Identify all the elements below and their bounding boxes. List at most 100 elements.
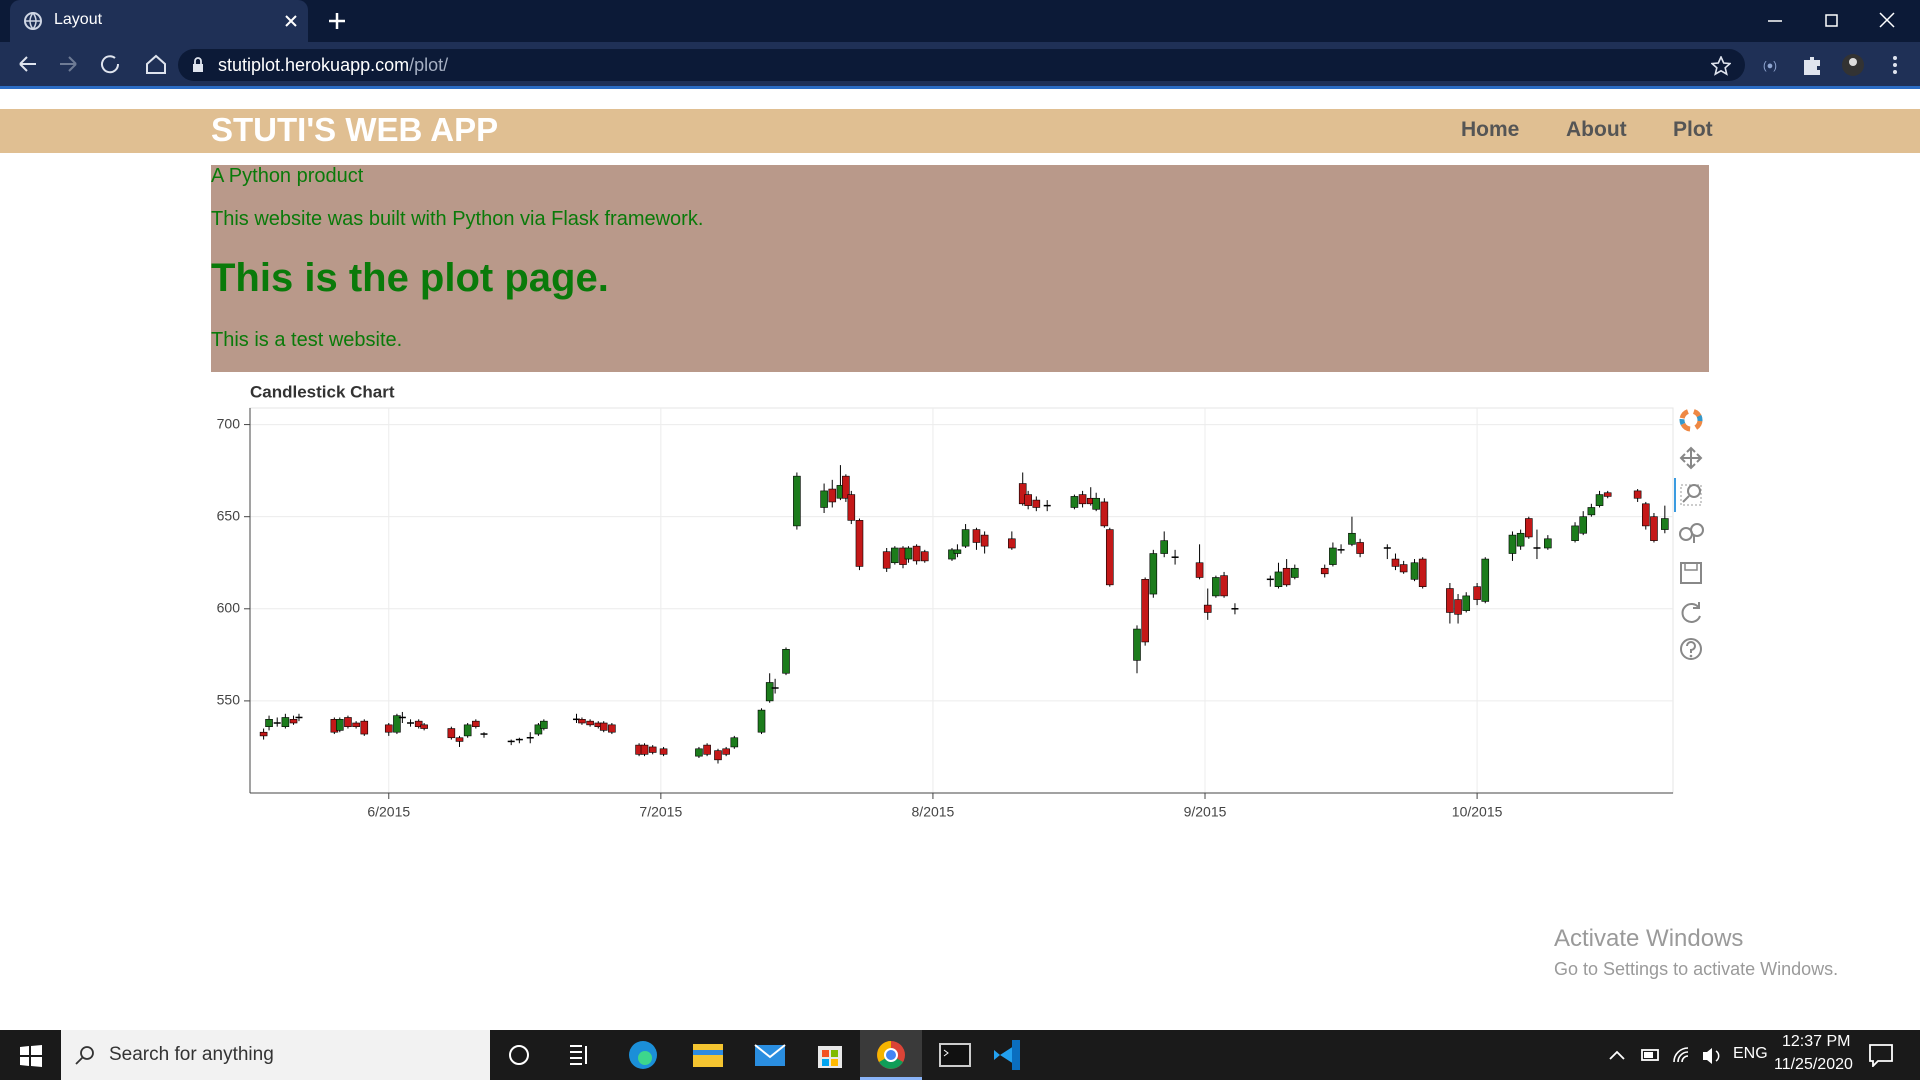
box-zoom-tool[interactable] (1680, 484, 1702, 506)
candle-body (904, 547, 913, 560)
candle-body (920, 551, 929, 562)
candle-body (1105, 529, 1114, 586)
language[interactable]: ENG (1733, 1045, 1768, 1062)
candle-body (855, 520, 864, 567)
system-tray[interactable] (1608, 1042, 1728, 1068)
candle-body (1018, 483, 1027, 505)
candle-body (842, 475, 850, 499)
candle-body (463, 724, 472, 737)
brand: STUTI'S WEB APP (211, 111, 499, 148)
clock-date[interactable]: 11/25/2020 (1774, 1056, 1853, 1073)
watermark-subtitle: Go to Settings to activate Windows. (1554, 959, 1839, 979)
address-row: stutiplot.herokuapp.com/plot/ (●) (0, 42, 1920, 89)
candle-body (515, 738, 523, 741)
url: stutiplot.herokuapp.com/plot/ (218, 55, 448, 76)
pan-tool[interactable] (1679, 446, 1703, 470)
candle-body (1587, 507, 1596, 516)
candle-body (1070, 496, 1079, 508)
omnibox[interactable]: stutiplot.herokuapp.com/plot/ (178, 49, 1745, 81)
tagline: A Python product (211, 165, 364, 187)
candle-body (352, 722, 360, 727)
candle-body (1508, 534, 1517, 554)
candle-body (526, 736, 534, 739)
candle-body (540, 720, 548, 729)
candle-body (1212, 577, 1220, 597)
browser-tab[interactable]: Layout (10, 0, 308, 42)
candle-body (534, 724, 543, 735)
candle-body (447, 728, 456, 739)
candle-body (757, 709, 766, 733)
y-tick-label: 650 (217, 507, 241, 523)
candle-body (1266, 578, 1274, 581)
candle-body (1544, 538, 1552, 549)
intro-box: A Python product This website was built … (211, 165, 1709, 372)
start-button[interactable] (20, 1045, 42, 1067)
candle-body (1274, 571, 1283, 587)
nav-link[interactable]: Plot (1673, 118, 1713, 141)
save-tool[interactable] (1680, 562, 1702, 584)
candle-body (1149, 553, 1158, 595)
taskbar: Search for anything ENG 12:37 PM 11/25/2… (0, 1030, 1920, 1080)
candle-body (1481, 558, 1490, 602)
candle-body (1078, 494, 1087, 505)
candle-body (1579, 516, 1588, 534)
help-tool[interactable] (1680, 638, 1702, 660)
candle-body (765, 682, 774, 702)
candle-body (714, 750, 722, 761)
candle-body (948, 549, 956, 560)
candle-body (599, 722, 608, 731)
nav-link[interactable]: About (1566, 118, 1627, 141)
candle-body (1356, 542, 1364, 554)
candle-body (1220, 575, 1228, 597)
candle-body (578, 719, 586, 724)
candle-body (1160, 540, 1169, 554)
search-box[interactable]: Search for anything (61, 1030, 490, 1080)
bookmark-star[interactable] (1711, 56, 1731, 76)
candle-body (1650, 516, 1658, 541)
candle-body (393, 715, 401, 733)
candle-body (891, 547, 899, 564)
nav-link[interactable]: Home (1461, 118, 1520, 141)
candle-body (1282, 567, 1291, 586)
candle-body (640, 744, 649, 755)
candle-body (295, 716, 303, 719)
y-tick-label: 700 (217, 415, 241, 431)
candle-body (1446, 588, 1454, 613)
candle-body (1661, 518, 1669, 530)
candle-body (573, 718, 581, 721)
candle-body (1462, 595, 1471, 611)
candle-body (1571, 525, 1579, 541)
candle-body (398, 716, 406, 719)
candle-body (953, 549, 962, 554)
tab-close[interactable] (284, 14, 298, 28)
candle-body (1171, 556, 1179, 558)
candle-body (608, 724, 616, 733)
bokeh-logo[interactable] (1679, 408, 1703, 432)
notifications[interactable] (1868, 1043, 1894, 1067)
candle-body (1516, 532, 1525, 547)
candle-body (1595, 494, 1604, 506)
candle-body (1524, 518, 1533, 538)
lock-icon (193, 57, 203, 72)
candle-body (1410, 562, 1419, 580)
url-path: /plot/ (409, 55, 449, 75)
reset-tool[interactable] (1681, 602, 1701, 623)
candle-body (648, 746, 657, 753)
candle-body (1383, 547, 1391, 549)
search-placeholder: Search for anything (109, 1044, 274, 1065)
candle-body (1473, 586, 1481, 600)
y-tick-label: 550 (217, 692, 241, 708)
wheel-zoom-tool[interactable] (1679, 523, 1704, 543)
window-controls[interactable] (1766, 10, 1906, 32)
candlestick-chart: Candlestick Chart 550 600 650 700 6/2015 7/20… (217, 382, 1704, 820)
pinned-apps[interactable] (500, 1030, 1040, 1080)
clock-time[interactable]: 12:37 PM (1782, 1033, 1851, 1050)
plot-area (249, 407, 1674, 794)
candle-body (1391, 558, 1400, 567)
new-tab[interactable] (328, 12, 346, 30)
note: This is a test website. (211, 329, 403, 351)
candle-body (1024, 494, 1032, 506)
candle-body (289, 719, 298, 724)
nav-buttons[interactable] (16, 52, 166, 76)
extension-icons[interactable]: (●) (1760, 52, 1910, 78)
